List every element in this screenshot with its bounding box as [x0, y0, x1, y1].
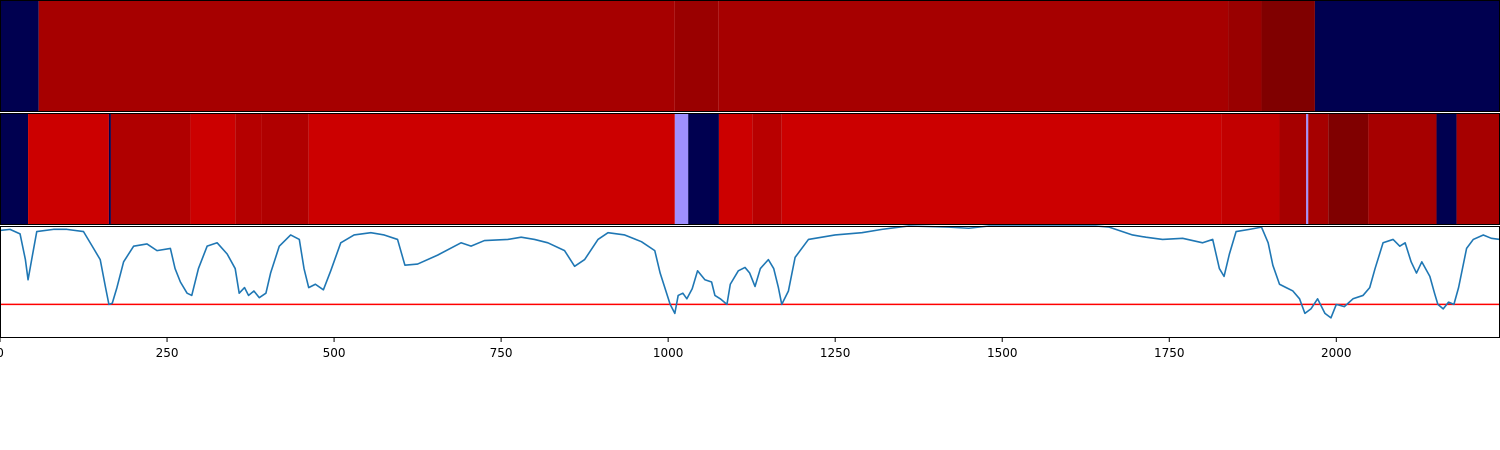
- heatmap-segment: [1221, 113, 1280, 225]
- heatmap-segment: [235, 113, 262, 225]
- heatmap-segment: [108, 113, 111, 225]
- heatmap-segment: [1314, 0, 1500, 112]
- heatmap-segment: [688, 113, 719, 225]
- heatmap-segment: [1456, 113, 1500, 225]
- x-tick-label: 1500: [987, 346, 1018, 360]
- x-tick-label: 1250: [820, 346, 851, 360]
- heatmap-segment: [28, 113, 109, 225]
- heatmap-segment: [1279, 113, 1307, 225]
- x-tick-label: 1000: [653, 346, 684, 360]
- heatmap-segment: [0, 0, 39, 112]
- x-tick-label: 500: [323, 346, 346, 360]
- heatmap-segment: [308, 113, 675, 225]
- heatmap-segment: [781, 113, 1222, 225]
- heatmap-segment: [1228, 0, 1262, 112]
- heatmap-segment: [110, 113, 191, 225]
- x-tick-label: 0: [0, 346, 4, 360]
- line-plot-background: [0, 226, 1500, 338]
- heatmap-segment: [718, 113, 753, 225]
- heatmap-segment: [674, 113, 689, 225]
- heatmap-segment: [38, 0, 675, 112]
- heatmap-segment: [1261, 0, 1315, 112]
- heatmap-segment: [752, 113, 782, 225]
- heatmap-middle: [0, 113, 1500, 225]
- heatmap-top: [0, 0, 1500, 112]
- heatmap-segment: [1436, 113, 1457, 225]
- heatmap-segment: [1368, 113, 1437, 225]
- heatmap-segment: [261, 113, 309, 225]
- heatmap-segment: [190, 113, 236, 225]
- line-plot: 0 250 500 750 1000 1250 1500 1750 2000: [0, 225, 1500, 360]
- x-tick-label: 1750: [1154, 346, 1185, 360]
- heatmap-segment: [674, 0, 719, 112]
- x-tick-label: 750: [490, 346, 513, 360]
- heatmap-segment: [1308, 113, 1329, 225]
- x-axis: 0 250 500 750 1000 1250 1500 1750 2000: [0, 338, 1352, 360]
- heatmap-segment: [1306, 113, 1309, 225]
- series-line: [0, 225, 1500, 319]
- heatmap-segment: [1328, 113, 1369, 225]
- x-tick-label: 2000: [1321, 346, 1352, 360]
- x-tick-label: 250: [156, 346, 179, 360]
- heatmap-segment: [0, 113, 29, 225]
- heatmap-segment: [718, 0, 1229, 112]
